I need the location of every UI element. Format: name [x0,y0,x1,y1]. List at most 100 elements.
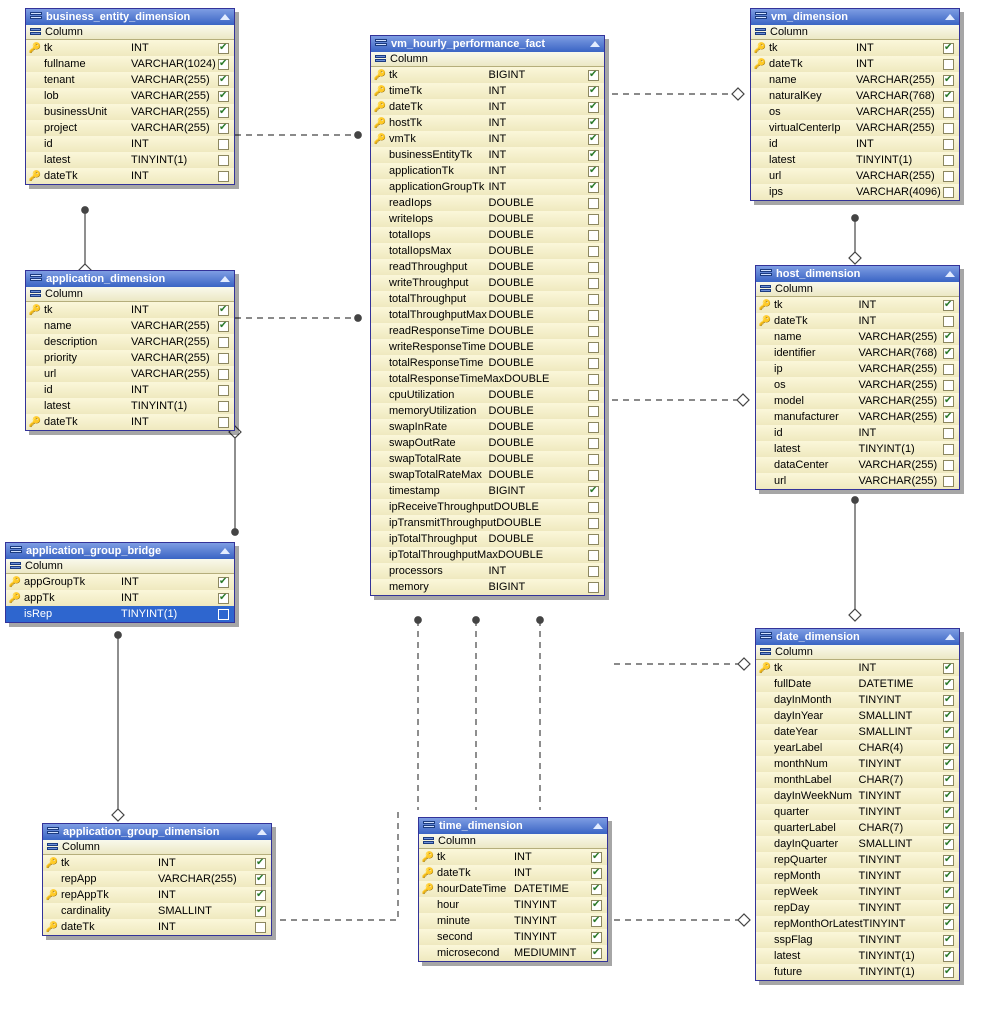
column-checkbox[interactable] [218,139,229,150]
column-row[interactable]: urlVARCHAR(255) [26,366,234,382]
column-checkbox[interactable] [943,967,954,978]
column-row[interactable]: ipsVARCHAR(4096) [751,184,959,200]
collapse-icon[interactable] [590,41,600,47]
column-row[interactable]: memoryBIGINT [371,579,604,595]
column-checkbox[interactable] [588,406,599,417]
column-checkbox[interactable] [588,262,599,273]
column-row[interactable]: 🔑tkINT [26,302,234,318]
column-checkbox[interactable] [943,155,954,166]
column-row[interactable]: ipTotalThroughputDOUBLE [371,531,604,547]
column-checkbox[interactable] [591,916,602,927]
column-row[interactable]: readThroughputDOUBLE [371,259,604,275]
column-row[interactable]: osVARCHAR(255) [751,104,959,120]
column-row[interactable]: latestTINYINT(1) [756,948,959,964]
collapse-icon[interactable] [945,271,955,277]
column-checkbox[interactable] [218,593,229,604]
column-checkbox[interactable] [588,582,599,593]
column-checkbox[interactable] [588,134,599,145]
column-checkbox[interactable] [218,385,229,396]
column-checkbox[interactable] [218,43,229,54]
entity-host_dimension[interactable]: host_dimensionColumn🔑tkINT🔑dateTkINTname… [755,265,960,490]
column-checkbox[interactable] [943,59,954,70]
column-row[interactable]: 🔑dateTkINT [419,865,607,881]
column-row[interactable]: businessEntityTkINT [371,147,604,163]
column-checkbox[interactable] [588,534,599,545]
column-checkbox[interactable] [591,948,602,959]
column-row[interactable]: dataCenterVARCHAR(255) [756,457,959,473]
column-checkbox[interactable] [943,107,954,118]
collapse-icon[interactable] [220,14,230,20]
column-row[interactable]: memoryUtilizationDOUBLE [371,403,604,419]
entity-vm_hourly_performance_fact[interactable]: vm_hourly_performance_factColumn🔑tkBIGIN… [370,35,605,596]
entity-time_dimension[interactable]: time_dimensionColumn🔑tkINT🔑dateTkINT🔑hou… [418,817,608,962]
column-row[interactable]: yearLabelCHAR(4) [756,740,959,756]
column-checkbox[interactable] [218,353,229,364]
column-row[interactable]: idINT [26,382,234,398]
collapse-icon[interactable] [945,14,955,20]
column-checkbox[interactable] [943,727,954,738]
column-row[interactable]: nameVARCHAR(255) [26,318,234,334]
column-row[interactable]: 🔑dateTkINT [26,414,234,430]
entity-title[interactable]: vm_hourly_performance_fact [371,36,604,52]
column-row[interactable]: 🔑dateTkINT [371,99,604,115]
column-checkbox[interactable] [943,919,954,930]
column-row[interactable]: totalThroughputDOUBLE [371,291,604,307]
column-row[interactable]: idINT [751,136,959,152]
column-checkbox[interactable] [588,70,599,81]
column-checkbox[interactable] [943,823,954,834]
column-row[interactable]: cardinalitySMALLINT [43,903,271,919]
column-row[interactable]: 🔑tkINT [751,40,959,56]
column-checkbox[interactable] [218,609,229,620]
column-checkbox[interactable] [943,695,954,706]
column-checkbox[interactable] [255,890,266,901]
column-checkbox[interactable] [218,171,229,182]
column-checkbox[interactable] [943,871,954,882]
column-checkbox[interactable] [943,444,954,455]
entity-title[interactable]: time_dimension [419,818,607,834]
column-checkbox[interactable] [588,182,599,193]
column-row[interactable]: applicationTkINT [371,163,604,179]
column-checkbox[interactable] [943,775,954,786]
column-row[interactable]: virtualCenterIpVARCHAR(255) [751,120,959,136]
column-row[interactable]: 🔑tkBIGINT [371,67,604,83]
column-checkbox[interactable] [943,679,954,690]
column-checkbox[interactable] [218,369,229,380]
column-row[interactable]: monthNumTINYINT [756,756,959,772]
column-row[interactable]: minuteTINYINT [419,913,607,929]
column-row[interactable]: 🔑hostTkINT [371,115,604,131]
column-row[interactable]: idINT [756,425,959,441]
column-row[interactable]: writeResponseTimeDOUBLE [371,339,604,355]
column-checkbox[interactable] [943,428,954,439]
column-row[interactable]: dayInMonthTINYINT [756,692,959,708]
column-row[interactable]: tenantVARCHAR(255) [26,72,234,88]
column-row[interactable]: lobVARCHAR(255) [26,88,234,104]
entity-application_group_bridge[interactable]: application_group_bridgeColumn🔑appGroupT… [5,542,235,623]
column-row[interactable]: swapTotalRateMaxDOUBLE [371,467,604,483]
column-row[interactable]: 🔑timeTkINT [371,83,604,99]
column-checkbox[interactable] [255,906,266,917]
column-row[interactable]: fullDateDATETIME [756,676,959,692]
column-row[interactable]: ipReceiveThroughputDOUBLE [371,499,604,515]
column-row[interactable]: quarterTINYINT [756,804,959,820]
column-checkbox[interactable] [943,300,954,311]
column-checkbox[interactable] [588,550,599,561]
column-checkbox[interactable] [591,868,602,879]
column-row[interactable]: manufacturerVARCHAR(255) [756,409,959,425]
column-row[interactable]: fullnameVARCHAR(1024) [26,56,234,72]
column-checkbox[interactable] [588,118,599,129]
entity-title[interactable]: application_group_dimension [43,824,271,840]
column-checkbox[interactable] [255,874,266,885]
column-checkbox[interactable] [588,230,599,241]
entity-title[interactable]: vm_dimension [751,9,959,25]
entity-title[interactable]: host_dimension [756,266,959,282]
column-checkbox[interactable] [588,278,599,289]
column-checkbox[interactable] [943,743,954,754]
column-checkbox[interactable] [943,855,954,866]
column-row[interactable]: quarterLabelCHAR(7) [756,820,959,836]
column-checkbox[interactable] [218,577,229,588]
column-row[interactable]: urlVARCHAR(255) [751,168,959,184]
column-checkbox[interactable] [943,316,954,327]
column-row[interactable]: writeIopsDOUBLE [371,211,604,227]
column-checkbox[interactable] [943,43,954,54]
column-checkbox[interactable] [943,807,954,818]
